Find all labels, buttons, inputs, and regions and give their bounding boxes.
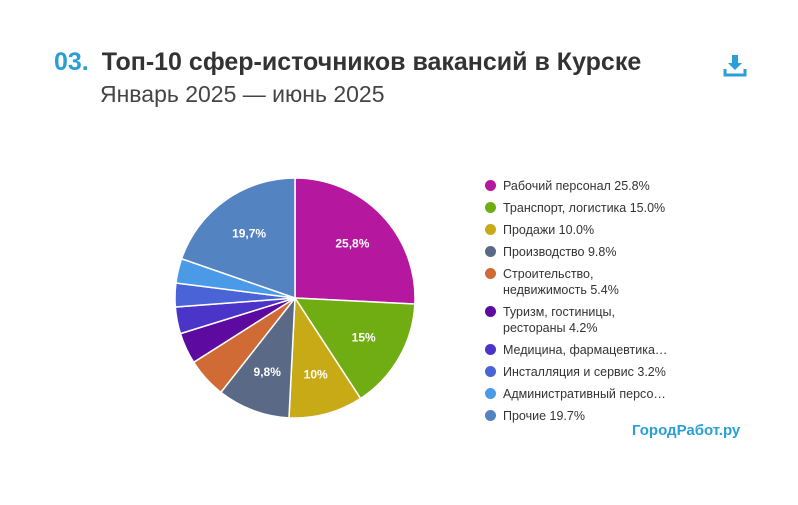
legend-swatch xyxy=(485,202,496,213)
pie-slice[interactable] xyxy=(219,295,296,419)
legend-item[interactable]: Туризм, гостиницы, рестораны 4.2% xyxy=(485,304,705,336)
legend-label: Продажи 10.0% xyxy=(503,223,595,237)
legend-label: Производство 9.8% xyxy=(503,245,617,259)
legend-item[interactable]: Инсталляция и сервис 3.2% xyxy=(485,364,705,380)
legend-swatch xyxy=(485,180,496,191)
legend: Рабочий персонал 25.8% Транспорт, логисти… xyxy=(485,178,705,430)
legend-item[interactable]: Административный персо… xyxy=(485,386,705,402)
chart-header: 03. Топ-10 сфер-источников вакансий в Ку… xyxy=(54,48,641,108)
legend-item[interactable]: Транспорт, логистика 15.0% xyxy=(485,200,705,216)
legend-label: Инсталляция и сервис 3.2% xyxy=(503,365,666,379)
legend-swatch xyxy=(485,246,496,257)
slice-data-label: 15% xyxy=(352,331,376,345)
pie-slice[interactable] xyxy=(293,297,416,400)
legend-label: Транспорт, логистика 15.0% xyxy=(503,201,666,215)
legend-item[interactable]: Рабочий персонал 25.8% xyxy=(485,178,705,194)
legend-label: Административный персо… xyxy=(503,387,666,401)
legend-item[interactable]: Продажи 10.0% xyxy=(485,222,705,238)
legend-item[interactable]: Строительство, недвижимость 5.4% xyxy=(485,266,705,298)
legend-swatch xyxy=(485,268,496,279)
brand-logo: ГородРабот.ру xyxy=(632,422,741,439)
pie-slice[interactable] xyxy=(180,177,296,300)
legend-swatch xyxy=(485,410,496,421)
title-row: 03. Топ-10 сфер-источников вакансий в Ку… xyxy=(54,48,641,77)
legend-swatch xyxy=(485,344,496,355)
chart-number: 03. xyxy=(54,48,89,76)
legend-label: Туризм, гостиницы, рестораны 4.2% xyxy=(503,305,615,335)
legend-item[interactable]: Медицина, фармацевтика… xyxy=(485,342,705,358)
pie-slice[interactable] xyxy=(288,295,362,419)
chart-title: Топ-10 сфер-источников вакансий в Курске xyxy=(101,48,642,76)
legend-swatch xyxy=(485,388,496,399)
legend-label: Строительство, недвижимость 5.4% xyxy=(503,267,619,297)
pie-slice[interactable] xyxy=(294,177,416,305)
legend-item[interactable]: Прочие 19.7% xyxy=(485,408,705,424)
slice-data-label: 19,7% xyxy=(232,227,266,241)
chart-subtitle: Январь 2025 — июнь 2025 xyxy=(100,81,385,107)
slice-data-label: 25,8% xyxy=(335,236,369,250)
legend-label: Прочие 19.7% xyxy=(503,409,585,423)
legend-swatch xyxy=(485,366,496,377)
legend-label: Медицина, фармацевтика… xyxy=(503,343,668,357)
legend-label: Рабочий персонал 25.8% xyxy=(503,179,650,193)
legend-item[interactable]: Производство 9.8% xyxy=(485,244,705,260)
slice-data-label: 9,8% xyxy=(254,365,282,379)
slice-data-label: 10% xyxy=(304,368,328,382)
download-button[interactable] xyxy=(722,52,748,78)
legend-swatch xyxy=(485,224,496,235)
download-icon xyxy=(723,55,747,77)
legend-swatch xyxy=(485,306,496,317)
